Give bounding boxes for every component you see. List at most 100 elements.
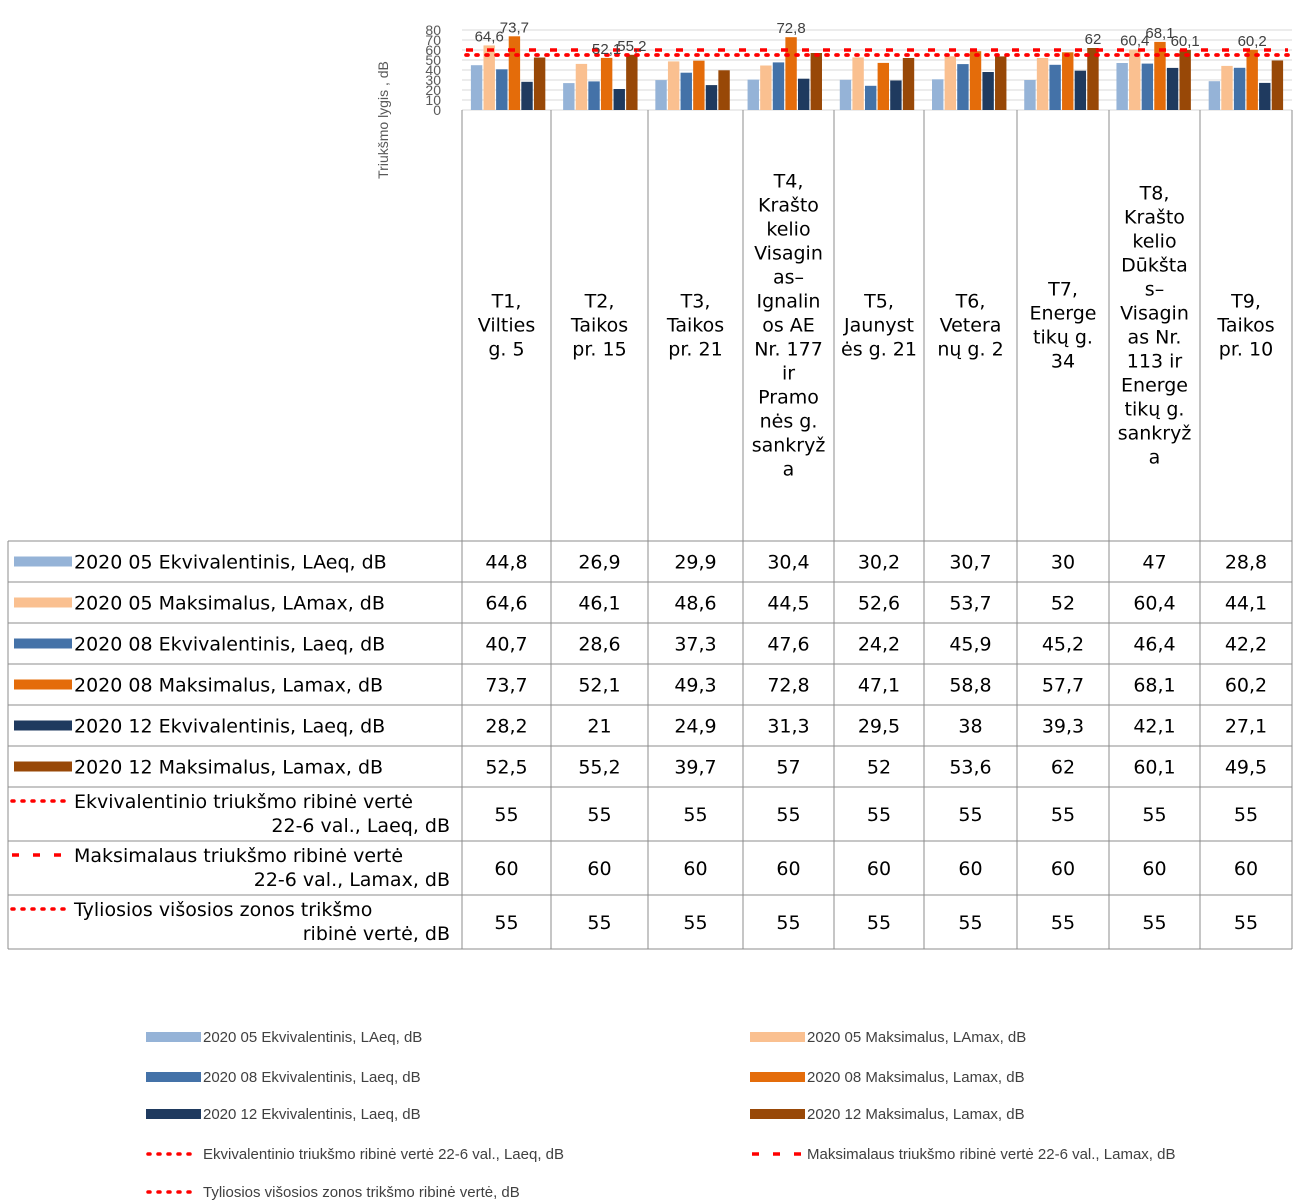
table-cell-value: 55 xyxy=(1234,912,1258,934)
legend-label: 2020 12 Maksimalus, Lamax, dB xyxy=(807,1106,1025,1123)
table-cell-value: 52 xyxy=(867,757,891,779)
bar xyxy=(785,37,797,111)
table-cell-value: 39,7 xyxy=(674,757,716,779)
bar xyxy=(563,83,575,110)
bar xyxy=(1233,67,1246,110)
series-swatch xyxy=(14,720,72,731)
legend-swatch xyxy=(146,1032,201,1042)
series-name: 22-6 val., Lamax, dB xyxy=(254,869,450,891)
table-cell-value: 24,9 xyxy=(674,716,716,738)
table-cell-value: 55 xyxy=(867,804,891,826)
category-label: a xyxy=(783,459,795,481)
bar xyxy=(613,89,625,110)
category-label: Jaunyst xyxy=(843,315,914,337)
series-swatch xyxy=(14,556,72,567)
series-name: Maksimalaus triukšmo ribinė vertė xyxy=(74,845,403,867)
category-label: s– xyxy=(1145,279,1164,301)
table-cell-value: 55 xyxy=(587,804,611,826)
table-cell-value: 46,4 xyxy=(1133,634,1175,656)
legend-swatch xyxy=(750,1072,805,1082)
series-name: Tyliosios višosios zonos trikšmo xyxy=(73,899,372,921)
category-label: T2, xyxy=(584,291,615,313)
category-label: T3, xyxy=(680,291,711,313)
table-cell-value: 24,2 xyxy=(858,634,900,656)
series-name: 22-6 val., Laeq, dB xyxy=(271,815,450,837)
category-label: Energe xyxy=(1030,303,1097,325)
category-label: ės g. 21 xyxy=(841,339,917,361)
legend-label: Tyliosios višosios zonos trikšmo ribinė … xyxy=(203,1184,520,1201)
legend-label: 2020 05 Maksimalus, LAmax, dB xyxy=(807,1029,1026,1046)
data-label: 60,4 xyxy=(1120,33,1149,50)
y-tick-label: 70 xyxy=(425,32,441,48)
y-axis-title: Triukšmo lygis , dB xyxy=(375,61,391,179)
bar xyxy=(1049,64,1061,110)
table-cell-value: 60 xyxy=(683,858,707,880)
bar xyxy=(667,61,680,110)
bar xyxy=(1024,80,1036,110)
bar xyxy=(1129,49,1141,110)
bar xyxy=(521,81,533,110)
legend: 2020 05 Ekvivalentinis, LAeq, dB 2020 05 … xyxy=(146,1029,1175,1201)
table-cell-value: 52,1 xyxy=(578,675,620,697)
bar xyxy=(588,81,600,110)
table-cell-value: 60 xyxy=(1142,858,1166,880)
table-cell-value: 46,1 xyxy=(578,593,620,615)
series-name: 2020 05 Ekvivalentinis, LAeq, dB xyxy=(74,552,387,574)
y-tick-label: 60 xyxy=(425,42,441,58)
table-cell-value: 55 xyxy=(1051,804,1075,826)
bar xyxy=(705,85,718,110)
table-cell-value: 44,1 xyxy=(1225,593,1267,615)
bar xyxy=(1074,70,1087,110)
legend-label: 2020 08 Maksimalus, Lamax, dB xyxy=(807,1069,1025,1086)
data-label: 60,2 xyxy=(1238,33,1267,50)
data-label: 68,1 xyxy=(1145,25,1174,42)
table-cell-value: 47,6 xyxy=(767,634,809,656)
category-label: Visagin xyxy=(1120,303,1189,325)
category-label: Ignalin xyxy=(757,291,821,313)
table-cell-value: 55 xyxy=(1142,912,1166,934)
bar xyxy=(890,80,902,110)
category-label: Dūkšta xyxy=(1121,255,1188,277)
series-name: 2020 08 Ekvivalentinis, Laeq, dB xyxy=(74,634,385,656)
bar xyxy=(864,85,877,110)
category-label: T4, xyxy=(773,171,804,193)
table-cell-value: 58,8 xyxy=(949,675,991,697)
category-label: as– xyxy=(773,267,804,289)
category-label: Taikos xyxy=(666,315,724,337)
category-label: T7, xyxy=(1047,279,1078,301)
table-cell-value: 39,3 xyxy=(1042,716,1084,738)
table-cell-value: 29,5 xyxy=(858,716,900,738)
table-cell-value: 30 xyxy=(1051,552,1075,574)
category-label: 34 xyxy=(1051,351,1075,373)
bar xyxy=(693,60,705,110)
bar xyxy=(496,69,508,110)
table-cell-value: 30,7 xyxy=(949,552,991,574)
bar xyxy=(1154,41,1166,110)
bar xyxy=(772,62,785,110)
table-cell-value: 27,1 xyxy=(1225,716,1267,738)
table-cell-value: 52,5 xyxy=(485,757,527,779)
table-cell-value: 28,2 xyxy=(485,716,527,738)
y-tick-label: 0 xyxy=(433,102,441,118)
bar xyxy=(483,45,495,110)
category-label: pr. 10 xyxy=(1219,339,1273,361)
category-label: os AE xyxy=(762,315,815,337)
table-cell-value: 55 xyxy=(683,912,707,934)
category-label: Energe xyxy=(1121,375,1188,397)
table-cell-value: 42,2 xyxy=(1225,634,1267,656)
table-cell-value: 55 xyxy=(683,804,707,826)
data-label: 55,2 xyxy=(617,38,646,55)
table-cell-value: 45,2 xyxy=(1042,634,1084,656)
table-cell-value: 42,1 xyxy=(1133,716,1175,738)
legend-label: Ekvivalentinio triukšmo ribinė vertė 22-… xyxy=(203,1146,564,1163)
table-cell-value: 55 xyxy=(1234,804,1258,826)
bar xyxy=(760,65,772,110)
table-cell-value: 55,2 xyxy=(578,757,620,779)
legend-label: 2020 08 Ekvivalentinis, Laeq, dB xyxy=(203,1069,421,1086)
bar xyxy=(1036,58,1049,110)
table-cell-value: 55 xyxy=(494,912,518,934)
bar xyxy=(508,36,521,110)
